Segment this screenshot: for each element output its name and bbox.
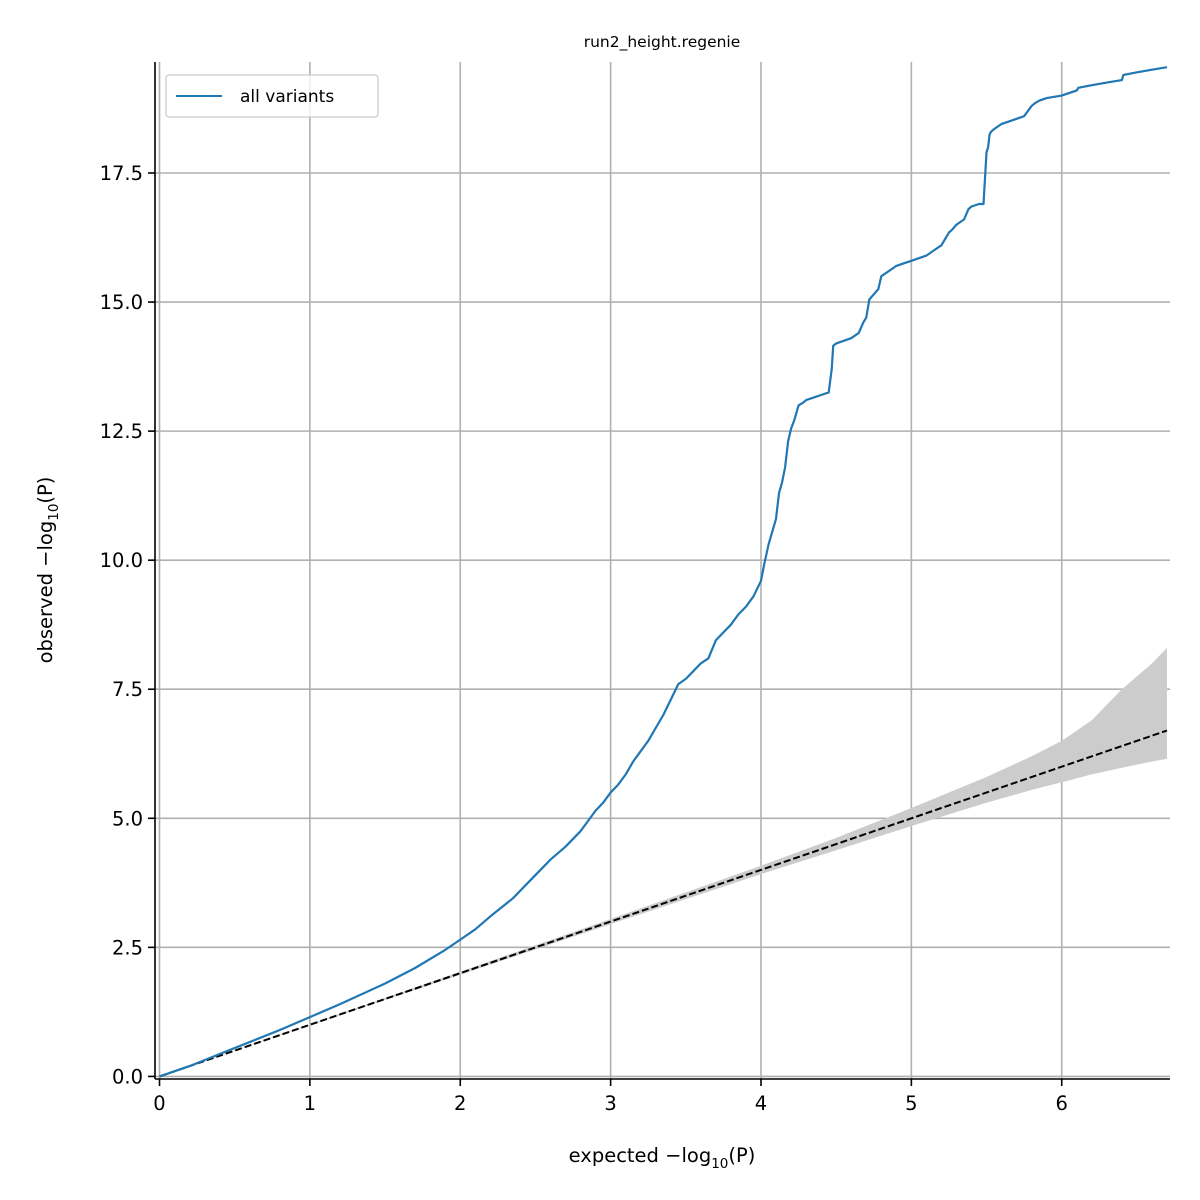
x-tick-label: 6 xyxy=(1056,1092,1068,1115)
y-tick-label: 12.5 xyxy=(100,420,143,443)
tick-labels: 0 1 2 3 4 5 6 0.0 2.5 5.0 7.5 10.0 12.5 15.0 17.5 xyxy=(100,162,1068,1115)
x-tick-label: 0 xyxy=(153,1092,165,1115)
y-tick-label: 10.0 xyxy=(100,549,143,572)
y-tick-label: 2.5 xyxy=(112,936,143,959)
series-line-all-variants xyxy=(159,66,1168,1078)
y-tick-label: 17.5 xyxy=(100,162,143,185)
legend: all variants xyxy=(165,74,379,118)
y-tick-label: 7.5 xyxy=(112,678,143,701)
chart-title: run2_height.regenie xyxy=(584,33,741,52)
x-tick-label: 2 xyxy=(454,1092,466,1115)
x-axis-label-suffix: (P) xyxy=(728,1144,755,1167)
x-axis-label-prefix: expected −log xyxy=(569,1144,712,1167)
x-axis-label: expected −log10(P) xyxy=(569,1144,756,1172)
null-expectation-line xyxy=(159,729,1168,1078)
null-line-group xyxy=(159,729,1168,1078)
y-axis-label-prefix: observed −log xyxy=(34,521,57,664)
x-tick-label: 5 xyxy=(905,1092,917,1115)
legend-label: all variants xyxy=(240,87,334,107)
y-tick-label: 0.0 xyxy=(112,1065,143,1088)
y-axis-label: observed −log10(P) xyxy=(34,477,62,664)
axes xyxy=(154,62,1170,1080)
x-axis-label-subscript: 10 xyxy=(711,1156,728,1172)
x-tick-label: 1 xyxy=(304,1092,316,1115)
y-tick-label: 15.0 xyxy=(100,291,143,314)
x-tick-label: 4 xyxy=(755,1092,767,1115)
series-group xyxy=(159,66,1168,1078)
legend-frame xyxy=(165,74,379,118)
y-tick-label: 5.0 xyxy=(112,807,143,830)
grid-lines xyxy=(155,62,1170,1079)
y-axis-label-suffix: (P) xyxy=(34,477,57,504)
x-tick-label: 3 xyxy=(604,1092,616,1115)
y-axis-label-subscript: 10 xyxy=(46,504,62,521)
